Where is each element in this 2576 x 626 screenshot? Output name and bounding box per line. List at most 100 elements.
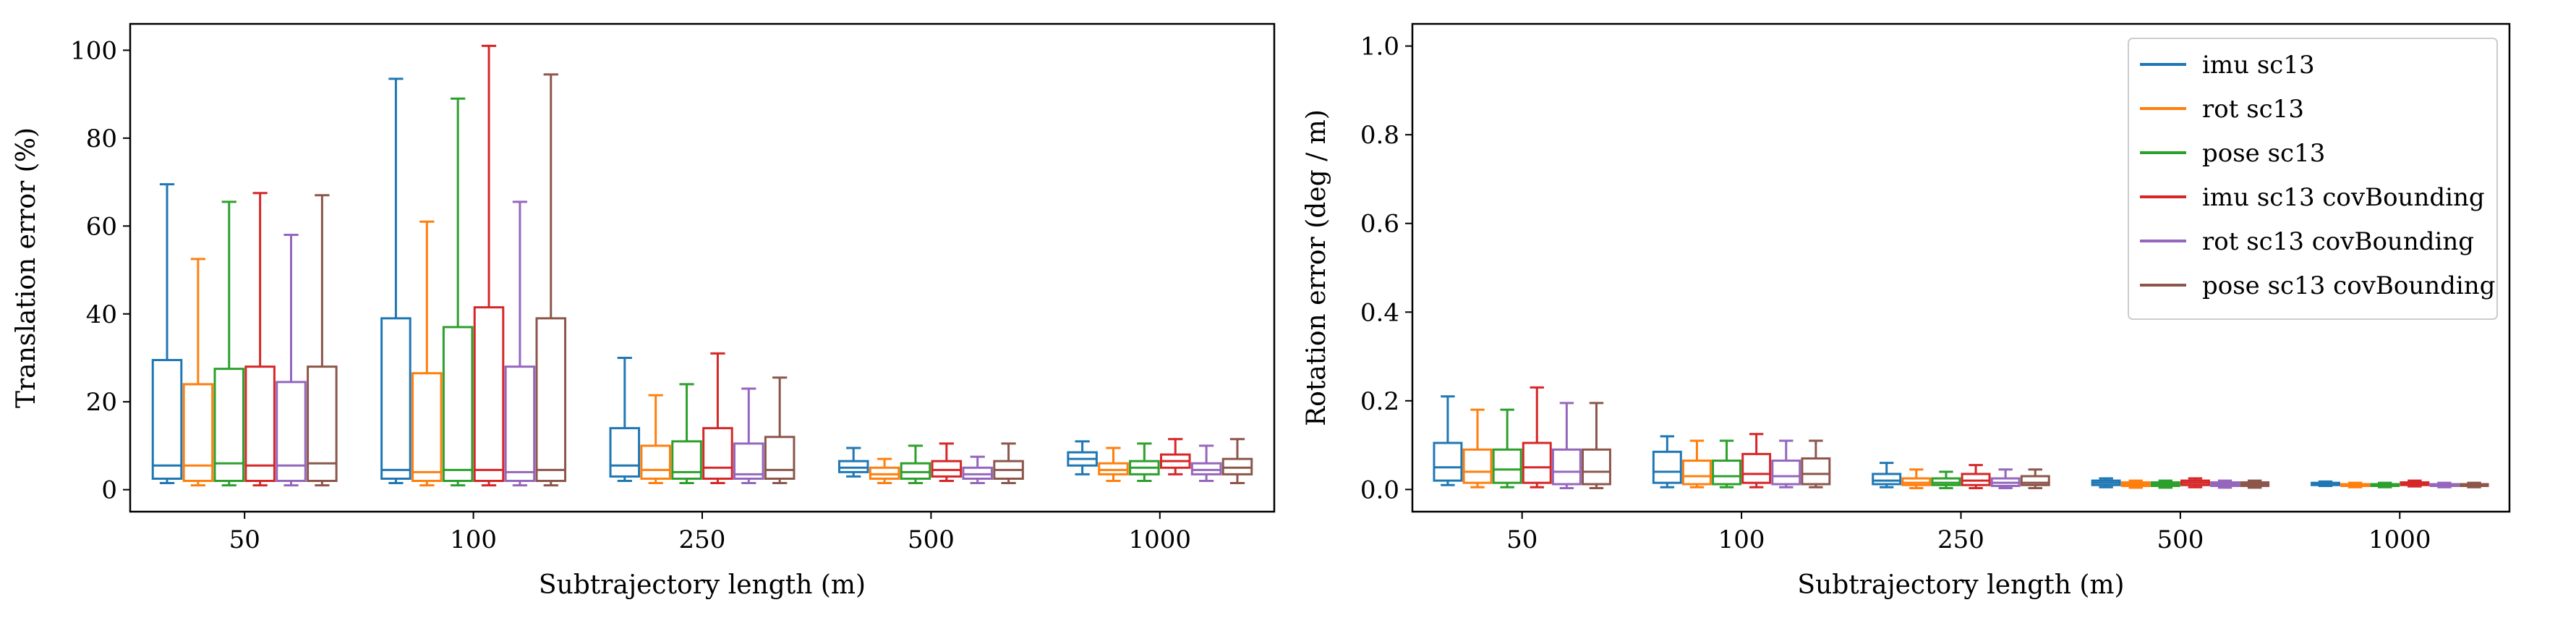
legend-entry: pose sc13 — [2140, 139, 2325, 168]
box — [2240, 479, 2270, 489]
series-3 — [1492, 408, 2400, 490]
box — [1771, 439, 1801, 488]
axes-frame — [129, 22, 1276, 513]
box-body — [244, 365, 276, 482]
series-2 — [1462, 408, 2371, 490]
legend-label: imu sc13 covBounding — [2202, 183, 2485, 212]
series-1 — [151, 77, 1098, 485]
legend-entry: rot sc13 — [2140, 95, 2304, 124]
box-body — [1433, 441, 1463, 482]
box — [2429, 481, 2460, 488]
box — [931, 442, 963, 482]
series-6 — [1582, 402, 2489, 490]
legend-entry: pose sc13 covBounding — [2140, 271, 2495, 300]
box — [2150, 479, 2180, 489]
legend-label: imu sc13 — [2202, 51, 2315, 80]
x-tick-label: 250 — [1937, 525, 1984, 554]
box — [1931, 470, 1961, 490]
box — [609, 356, 641, 482]
box — [764, 376, 796, 485]
box-body — [411, 372, 443, 482]
box-body — [1801, 457, 1831, 486]
box-body — [702, 427, 733, 480]
box-body — [1492, 448, 1522, 484]
box-body — [931, 460, 963, 478]
x-tick-label: 100 — [1718, 525, 1765, 554]
box — [2340, 481, 2371, 488]
x-tick-label: 50 — [1506, 525, 1538, 554]
box-body — [640, 444, 671, 480]
box — [1159, 438, 1191, 475]
legend-entry: rot sc13 covBounding — [2140, 227, 2474, 256]
box — [442, 97, 474, 487]
box — [733, 387, 764, 485]
box-body — [609, 427, 641, 478]
box-body — [1098, 462, 1129, 475]
box-body — [1712, 460, 1742, 486]
box-body — [900, 462, 931, 480]
series-3 — [213, 97, 1160, 487]
x-tick-label: 100 — [450, 525, 497, 554]
box — [2311, 480, 2340, 487]
y-tick-label: 0.0 — [1360, 475, 1399, 504]
box — [276, 233, 307, 487]
y-axis-label: Rotation error (deg / m) — [1302, 109, 1331, 426]
y-tick-label: 100 — [70, 36, 117, 65]
box-body — [869, 466, 900, 480]
y-tick-label: 0.4 — [1360, 298, 1399, 327]
x-tick-label: 1000 — [1129, 525, 1192, 554]
box — [2120, 479, 2151, 489]
box — [1522, 386, 1552, 488]
legend-entry: imu sc13 — [2140, 51, 2315, 80]
series-5 — [276, 200, 1222, 487]
box-body — [1961, 473, 1991, 486]
box — [244, 192, 276, 487]
box — [1067, 440, 1098, 475]
x-axis-label: Subtrajectory length (m) — [539, 570, 866, 600]
box — [2210, 479, 2240, 489]
box-body — [1582, 448, 1611, 486]
box-body — [151, 359, 183, 480]
x-axis-label: Subtrajectory length (m) — [1797, 570, 2124, 600]
box — [2400, 479, 2430, 488]
x-tick-label: 50 — [229, 525, 260, 554]
box-body — [1681, 460, 1712, 486]
box — [837, 447, 869, 478]
box — [1433, 395, 1463, 486]
box — [2180, 477, 2210, 488]
box-body — [1551, 448, 1582, 486]
box-body — [182, 383, 214, 482]
legend-entry: imu sc13 covBounding — [2140, 183, 2485, 212]
legend: imu sc13 rot sc13 pose sc13 imu sc13 covBou… — [2128, 38, 2498, 320]
box — [1582, 402, 1611, 490]
box-body — [1741, 452, 1772, 484]
box-body — [1652, 450, 1682, 484]
box-body — [213, 368, 245, 482]
box — [182, 258, 214, 487]
series-2 — [182, 220, 1129, 487]
box-body — [1901, 477, 1932, 486]
box — [869, 457, 900, 485]
series-4 — [1522, 386, 2430, 490]
box — [1872, 462, 1902, 488]
legend-label: pose sc13 covBounding — [2202, 271, 2495, 300]
box — [1492, 408, 1522, 488]
box — [2370, 481, 2400, 488]
box-body — [535, 317, 567, 482]
x-tick-label: 500 — [2157, 525, 2204, 554]
y-tick-label: 20 — [86, 388, 117, 417]
box — [993, 442, 1024, 485]
y-tick-label: 0.8 — [1360, 121, 1399, 150]
box-body — [2020, 475, 2050, 486]
box — [1681, 439, 1712, 488]
legend-label: rot sc13 — [2202, 95, 2304, 124]
box-body — [1771, 460, 1801, 486]
box — [1741, 433, 1772, 488]
y-tick-label: 0.2 — [1360, 387, 1399, 416]
box — [900, 444, 931, 485]
box — [1462, 408, 1493, 488]
x-tick-label: 1000 — [2368, 525, 2431, 554]
y-tick-label: 1.0 — [1360, 33, 1399, 62]
